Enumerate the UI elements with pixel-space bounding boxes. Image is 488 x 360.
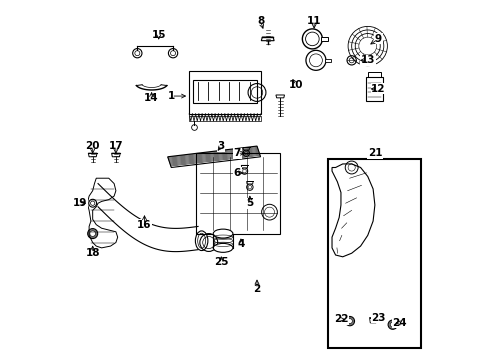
Text: 15: 15 — [151, 30, 166, 40]
Bar — [328, 158, 421, 348]
Text: 6: 6 — [233, 168, 241, 178]
Text: 20: 20 — [85, 141, 100, 151]
Ellipse shape — [213, 229, 232, 238]
Bar — [324, 59, 330, 62]
Text: 23: 23 — [370, 312, 385, 323]
Bar — [321, 37, 327, 41]
Text: 13: 13 — [360, 55, 374, 65]
Ellipse shape — [213, 243, 232, 252]
Polygon shape — [243, 148, 249, 150]
Polygon shape — [241, 165, 247, 168]
Text: 11: 11 — [306, 16, 321, 26]
Text: 9: 9 — [374, 34, 381, 44]
Text: 14: 14 — [144, 93, 159, 103]
Text: 5: 5 — [246, 198, 253, 208]
Text: 19: 19 — [73, 198, 87, 208]
Polygon shape — [88, 153, 97, 157]
Text: 1: 1 — [167, 91, 175, 101]
Text: 22: 22 — [333, 314, 347, 324]
Text: 3: 3 — [217, 141, 224, 151]
Text: 16: 16 — [137, 220, 151, 230]
Text: 7: 7 — [233, 148, 241, 158]
Polygon shape — [261, 37, 274, 41]
Polygon shape — [246, 181, 253, 184]
Text: 2: 2 — [253, 284, 260, 294]
Polygon shape — [369, 318, 376, 323]
Text: 4: 4 — [237, 239, 244, 249]
Polygon shape — [111, 153, 120, 157]
Text: 12: 12 — [370, 84, 385, 94]
Text: 25: 25 — [214, 257, 228, 267]
Text: 24: 24 — [392, 318, 407, 328]
Text: 18: 18 — [85, 248, 100, 258]
Text: 10: 10 — [288, 80, 303, 90]
Text: 8: 8 — [256, 16, 264, 26]
Text: 21: 21 — [367, 148, 381, 158]
Text: 17: 17 — [108, 141, 123, 151]
